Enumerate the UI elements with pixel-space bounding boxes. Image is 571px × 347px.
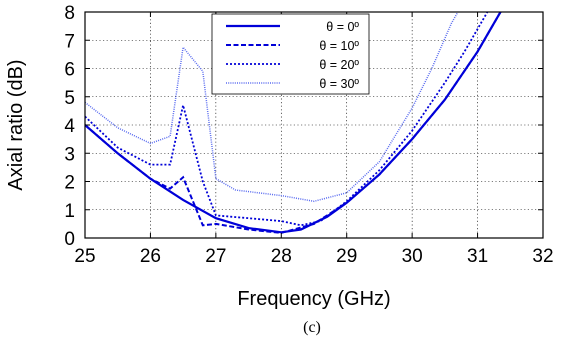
y-tick-label: 0 [64,229,75,250]
x-tick-label: 27 [205,246,226,267]
y-tick-label: 6 [64,60,75,81]
x-tick-label: 26 [140,246,161,267]
x-tick-label: 31 [467,246,488,267]
y-tick-label: 3 [64,144,75,165]
figure-caption: (c) [303,319,321,336]
x-tick-label: 30 [402,246,423,267]
legend-label-2: θ = 20º [319,58,359,72]
x-tick-label: 29 [336,246,357,267]
y-tick-label: 5 [64,88,75,109]
legend-label-0: θ = 0º [326,20,359,34]
x-axis-label: Frequency (GHz) [237,288,390,310]
y-axis-label: Axial ratio (dB) [5,59,27,190]
x-tick-label: 28 [271,246,292,267]
legend-label-3: θ = 30º [319,77,359,91]
x-tick-label: 25 [74,246,95,267]
y-tick-label: 4 [64,116,75,137]
legend-label-1: θ = 10º [319,39,359,53]
x-tick-label: 32 [532,246,553,267]
y-tick-label: 2 [64,173,75,194]
y-tick-label: 1 [64,201,75,222]
y-tick-label: 7 [64,31,75,52]
legend: θ = 0º θ = 10º θ = 20º θ = 30º [212,14,369,94]
y-tick-label: 8 [64,3,75,24]
